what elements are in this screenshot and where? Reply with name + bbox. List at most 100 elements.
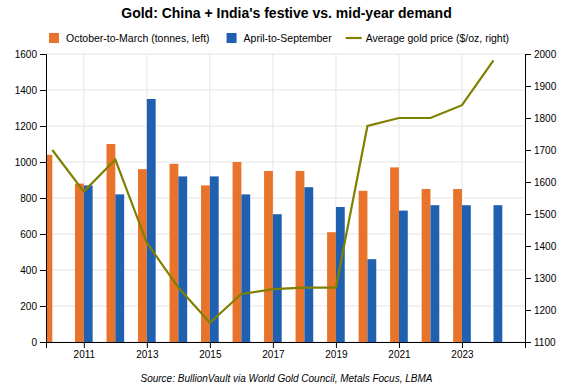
grid-line <box>46 54 525 55</box>
tick-label: 1400 <box>534 241 557 252</box>
tick: 1700 <box>525 145 557 156</box>
tick: 1300 <box>525 273 557 284</box>
tick-label: 2011 <box>74 349 96 360</box>
bar <box>75 184 84 342</box>
tick: 1800 <box>525 113 557 124</box>
tick-label: 1600 <box>534 177 557 188</box>
bar <box>107 144 116 342</box>
tick: 1900 <box>525 81 557 92</box>
grid-line <box>46 90 525 91</box>
tick: 2019 <box>325 342 348 360</box>
bar <box>264 171 273 342</box>
bar-series <box>84 99 502 342</box>
tick: 200 <box>20 301 46 312</box>
bar <box>430 205 439 342</box>
tick-label: 2017 <box>262 349 285 360</box>
tick: 1000 <box>15 157 46 168</box>
tick-mark <box>40 270 46 271</box>
tick-label: 1100 <box>534 337 556 348</box>
legend: October-to-March (tonnes, left) April-to-… <box>49 32 509 44</box>
tick-label: 1500 <box>534 209 557 220</box>
tick-mark <box>210 342 211 348</box>
tick-mark <box>40 234 46 235</box>
tick-mark <box>525 150 531 151</box>
axis-domain <box>526 55 532 343</box>
tick-label: 2013 <box>136 349 159 360</box>
tick-label: 800 <box>20 193 37 204</box>
tick-mark <box>40 198 46 199</box>
tick-mark <box>525 310 531 311</box>
chart: Gold: China + India's festive vs. mid-ye… <box>0 0 573 388</box>
tick-label: 2019 <box>325 349 348 360</box>
tick: 1400 <box>15 85 46 96</box>
tick: 2011 <box>74 342 96 360</box>
tick-mark <box>525 246 531 247</box>
tick-mark <box>525 214 531 215</box>
tick-mark <box>40 126 46 127</box>
bar <box>178 176 187 342</box>
bar <box>115 194 124 342</box>
tick-mark <box>40 306 46 307</box>
tick-mark <box>40 162 46 163</box>
tick-label: 1200 <box>534 305 557 316</box>
grid-line <box>46 126 525 127</box>
x-axis: 2011201320152017201920212023 <box>47 342 526 360</box>
tick-label: 1300 <box>534 273 557 284</box>
bar <box>359 191 368 342</box>
bar <box>493 205 502 342</box>
tick-mark <box>525 182 531 183</box>
tick-label: 1600 <box>15 49 38 60</box>
tick-mark <box>399 342 400 348</box>
tick: 400 <box>20 265 46 276</box>
marks <box>46 60 502 342</box>
tick: 2013 <box>136 342 159 360</box>
tick: 1100 <box>525 337 556 348</box>
bar <box>336 207 345 342</box>
legend-label: October-to-March (tonnes, left) <box>66 32 210 44</box>
bar <box>422 189 431 342</box>
legend-swatch <box>346 37 362 39</box>
tick-label: 1800 <box>534 113 557 124</box>
tick: 800 <box>20 193 46 204</box>
tick-mark <box>84 342 85 348</box>
tick-mark <box>525 54 531 55</box>
tick-mark <box>525 86 531 87</box>
bar <box>296 171 305 342</box>
legend-item: April-to-September <box>227 32 333 44</box>
bar <box>84 185 93 342</box>
tick: 1200 <box>525 305 557 316</box>
title: Gold: China + India's festive vs. mid-ye… <box>121 5 451 21</box>
axis-domain <box>40 55 47 343</box>
legend-swatch <box>49 33 59 43</box>
tick-label: 2021 <box>388 349 411 360</box>
line <box>52 60 493 322</box>
bar <box>367 259 376 342</box>
legend-label: Average gold price ($/oz, right) <box>366 32 509 44</box>
legend-swatch <box>227 33 237 43</box>
y-axis: 02004006008001000120014001600 <box>15 49 47 348</box>
tick-mark <box>525 278 531 279</box>
tick: 2015 <box>199 342 222 360</box>
tick-label: 400 <box>20 265 37 276</box>
tick-label: 200 <box>20 301 37 312</box>
grid-line <box>46 162 525 163</box>
tick: 1500 <box>525 209 557 220</box>
bar <box>147 99 156 342</box>
tick: 1600 <box>525 177 557 188</box>
legend-item: October-to-March (tonnes, left) <box>49 32 210 44</box>
tick-label: 1900 <box>534 81 557 92</box>
tick-mark <box>40 90 46 91</box>
tick: 1600 <box>15 49 46 60</box>
tick-mark <box>525 342 531 343</box>
bar <box>273 214 282 342</box>
tick-label: 2000 <box>534 49 557 60</box>
tick-label: 1200 <box>15 121 38 132</box>
tick-label: 1400 <box>15 85 38 96</box>
bar <box>170 164 179 342</box>
bar <box>233 162 242 342</box>
source-note: Source: BullionVault via World Gold Coun… <box>141 373 433 384</box>
bar-series <box>46 144 462 342</box>
tick-mark <box>273 342 274 348</box>
bar <box>304 187 313 342</box>
bar <box>241 194 250 342</box>
